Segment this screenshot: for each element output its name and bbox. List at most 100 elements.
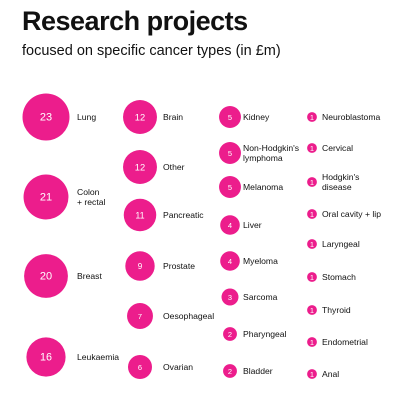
bubble-circle-non-hodgkin-s-lymphoma — [219, 142, 241, 164]
category-label-leukaemia: Leukaemia — [77, 352, 119, 362]
value-label-thyroid: 1 — [310, 306, 314, 315]
category-label-prostate: Prostate — [163, 261, 195, 271]
category-label-oral-cavity-lip: Oral cavity + lip — [322, 209, 381, 219]
bubble-other: 12 Other — [123, 150, 185, 184]
bubble-circle-hodgkin-s-disease — [307, 177, 317, 187]
value-label-pancreatic: 11 — [135, 211, 144, 221]
bubble-circle-ovarian — [127, 354, 153, 380]
value-label-liver: 4 — [228, 221, 232, 230]
category-label-sarcoma: Sarcoma — [243, 292, 278, 302]
bubble-circle-breast — [24, 254, 68, 298]
value-label-melanoma: 5 — [228, 183, 232, 192]
bubble-circle-sarcoma — [221, 288, 239, 306]
chart-subtitle: focused on specific cancer types (in £m) — [22, 43, 281, 59]
value-label-stomach: 1 — [310, 273, 314, 282]
category-label-melanoma: Melanoma — [243, 182, 283, 192]
category-label-colon-rectal: + rectal — [77, 197, 106, 207]
bubble-circle-myeloma — [220, 251, 240, 271]
value-label-lung: 23 — [40, 112, 52, 124]
bubble-circle-prostate — [125, 251, 155, 281]
category-label-pharyngeal: Pharyngeal — [243, 329, 287, 339]
bubble-brain: 12 Brain — [123, 100, 183, 134]
bubble-oesophageal: 7 Oesophageal — [127, 303, 214, 329]
category-label-non-hodgkin-s-lymphoma: lymphoma — [243, 153, 283, 163]
bubble-circle-lung — [22, 93, 70, 141]
bubble-endometrial: 1 Endometrial — [307, 337, 368, 347]
bubble-circle-other — [123, 150, 157, 184]
bubble-melanoma: 5 Melanoma — [219, 176, 283, 198]
value-label-other: 12 — [135, 163, 145, 173]
bubble-circle-laryngeal — [307, 239, 317, 249]
category-label-pancreatic: Pancreatic — [163, 210, 204, 220]
category-label-oesophageal: Oesophageal — [163, 311, 214, 321]
bubble-circle-bladder — [223, 364, 237, 378]
category-label-endometrial: Endometrial — [322, 337, 368, 347]
category-label-non-hodgkin-s-lymphoma: Non-Hodgkin's — [243, 143, 299, 153]
bubble-circle-liver — [220, 215, 240, 235]
bubble-laryngeal: 1 Laryngeal — [307, 239, 360, 249]
value-label-colon-rectal: 21 — [40, 192, 52, 204]
bubble-pancreatic: 11 Pancreatic — [123, 198, 204, 232]
value-label-neuroblastoma: 1 — [310, 113, 314, 122]
bubble-neuroblastoma: 1 Neuroblastoma — [307, 112, 380, 122]
bubble-anal: 1 Anal — [307, 369, 339, 379]
category-label-cervical: Cervical — [322, 143, 353, 153]
bubble-circle-melanoma — [219, 176, 241, 198]
bubble-circle-endometrial — [307, 337, 317, 347]
category-label-bladder: Bladder — [243, 366, 273, 376]
bubble-circle-brain — [123, 100, 157, 134]
value-label-anal: 1 — [310, 370, 314, 379]
category-label-hodgkin-s-disease: Hodgkin's — [322, 172, 359, 182]
bubble-cervical: 1 Cervical — [307, 143, 353, 153]
category-label-colon-rectal: Colon — [77, 187, 100, 197]
category-label-kidney: Kidney — [243, 112, 270, 122]
category-label-breast: Breast — [77, 271, 102, 281]
value-label-leukaemia: 16 — [40, 352, 52, 364]
bubble-prostate: 9 Prostate — [125, 251, 195, 281]
value-label-cervical: 1 — [310, 144, 314, 153]
category-label-liver: Liver — [243, 220, 262, 230]
bubble-colon-rectal: 21 Colon+ rectal — [23, 174, 106, 220]
value-label-laryngeal: 1 — [310, 240, 314, 249]
value-label-prostate: 9 — [138, 262, 143, 271]
category-label-other: Other — [163, 162, 185, 172]
category-label-laryngeal: Laryngeal — [322, 239, 360, 249]
category-label-brain: Brain — [163, 112, 183, 122]
bubble-circle-anal — [307, 369, 317, 379]
category-label-ovarian: Ovarian — [163, 362, 193, 372]
bubble-kidney: 5 Kidney — [219, 106, 270, 128]
bubble-leukaemia: 16 Leukaemia — [26, 337, 119, 377]
value-label-myeloma: 4 — [228, 257, 232, 266]
bubble-circle-pancreatic — [123, 198, 157, 232]
category-label-myeloma: Myeloma — [243, 256, 278, 266]
value-label-non-hodgkin-s-lymphoma: 5 — [228, 149, 232, 158]
bubble-ovarian: 6 Ovarian — [127, 354, 193, 380]
bubble-liver: 4 Liver — [220, 215, 262, 235]
category-label-lung: Lung — [77, 112, 96, 122]
value-label-bladder: 2 — [228, 367, 232, 376]
bubble-sarcoma: 3 Sarcoma — [221, 288, 278, 306]
value-label-hodgkin-s-disease: 1 — [310, 178, 314, 187]
bubble-myeloma: 4 Myeloma — [220, 251, 278, 271]
category-label-neuroblastoma: Neuroblastoma — [322, 112, 380, 122]
bubble-breast: 20 Breast — [24, 254, 102, 298]
bubble-circle-thyroid — [307, 305, 317, 315]
bubble-circle-leukaemia — [26, 337, 66, 377]
category-label-thyroid: Thyroid — [322, 305, 351, 315]
bubble-circle-stomach — [307, 272, 317, 282]
bubble-circle-cervical — [307, 143, 317, 153]
bubble-circle-pharyngeal — [223, 327, 237, 341]
bubble-oral-cavity-lip: 1 Oral cavity + lip — [307, 209, 381, 219]
bubble-circle-neuroblastoma — [307, 112, 317, 122]
category-label-stomach: Stomach — [322, 272, 356, 282]
value-label-endometrial: 1 — [310, 338, 314, 347]
value-label-brain: 12 — [135, 113, 145, 123]
bubble-circle-oral-cavity-lip — [307, 209, 317, 219]
value-label-kidney: 5 — [228, 113, 232, 122]
category-label-hodgkin-s-disease: disease — [322, 182, 352, 192]
value-label-sarcoma: 3 — [228, 293, 232, 302]
value-label-ovarian: 6 — [138, 363, 142, 372]
bubble-bladder: 2 Bladder — [223, 364, 273, 378]
bubble-circle-kidney — [219, 106, 241, 128]
